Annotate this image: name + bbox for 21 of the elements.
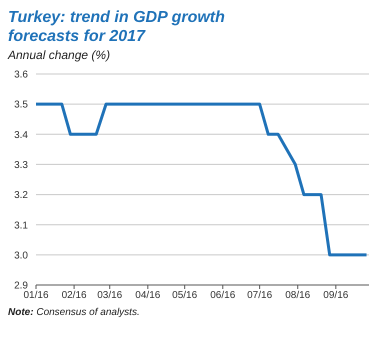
x-tick-label: 05/16 <box>172 290 198 302</box>
text: Note: Consensus of analysts. <box>8 307 141 319</box>
x-tick-label: 07/16 <box>247 290 273 302</box>
y-tick-label: 3.3 <box>14 160 28 171</box>
chart-title: Turkey: trend in GDP growth forecasts for 2017 <box>8 8 226 46</box>
x-tick-label: 03/16 <box>97 290 123 302</box>
y-axis-title: Annual change (%) <box>8 48 112 62</box>
x-tick-label: 09/16 <box>323 290 349 302</box>
y-tick-label: 2.9 <box>14 280 28 292</box>
y-tick-label: 3.6 <box>14 70 28 81</box>
line-series <box>36 102 368 256</box>
x-tick-label: 01/16 <box>23 290 49 302</box>
y-tick-label: 3.1 <box>14 220 28 232</box>
y-tick-label: 3.0 <box>14 250 28 262</box>
y-tick-label: 3.4 <box>14 130 28 141</box>
x-tick-label: 02/16 <box>62 290 88 302</box>
x-tick-label: 06/16 <box>210 290 236 302</box>
x-tick-label: 08/16 <box>285 290 311 302</box>
y-tick-label: 3.5 <box>14 100 28 111</box>
x-tick-label: 04/16 <box>135 290 161 302</box>
y-tick-label: 3.2 <box>14 190 28 202</box>
